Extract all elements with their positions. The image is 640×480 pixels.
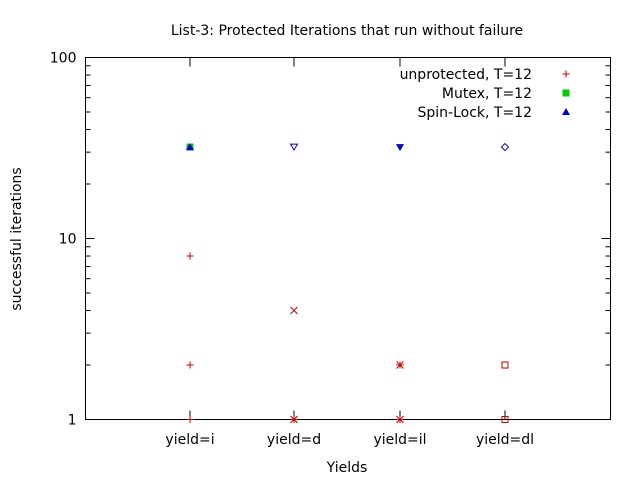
legend-label: unprotected, T=12 xyxy=(400,67,532,83)
x-axis-label: Yields xyxy=(326,460,368,476)
data-point xyxy=(186,361,194,369)
legend-label: Mutex, T=12 xyxy=(442,86,532,102)
x-tick-label: yield=dl xyxy=(476,432,534,448)
legend-marker xyxy=(562,89,570,97)
data-point xyxy=(186,252,194,260)
data-point xyxy=(500,142,510,152)
legend-marker xyxy=(562,70,570,78)
x-tick-label: yield=d xyxy=(267,432,321,448)
data-points xyxy=(186,142,510,424)
y-tick-label: 1 xyxy=(68,413,77,429)
data-point xyxy=(501,416,509,423)
legend-marker xyxy=(562,108,570,115)
data-point xyxy=(289,143,299,152)
legend: unprotected, T=12 Mutex, T=12 Spin-Lock, T… xyxy=(400,67,570,121)
data-point xyxy=(290,416,298,423)
x-tick-label: yield=il xyxy=(373,432,426,448)
x-tick-label: yield=i xyxy=(165,432,214,448)
legend-label: Spin-Lock, T=12 xyxy=(417,105,532,121)
chart-title: List-3: Protected Iterations that run wi… xyxy=(171,23,523,39)
axes: 1 10 100 yield=i yield=d yield=il yield=dl xyxy=(50,51,611,448)
data-point xyxy=(186,416,194,423)
data-point xyxy=(501,361,509,369)
data-point xyxy=(396,361,404,369)
data-point xyxy=(186,143,194,151)
y-tick-label: 100 xyxy=(50,51,77,67)
data-point xyxy=(290,306,298,315)
y-tick-label: 10 xyxy=(59,232,77,248)
y-axis-label: successful iterations xyxy=(9,167,25,310)
data-point xyxy=(396,144,404,152)
data-point xyxy=(396,415,404,424)
